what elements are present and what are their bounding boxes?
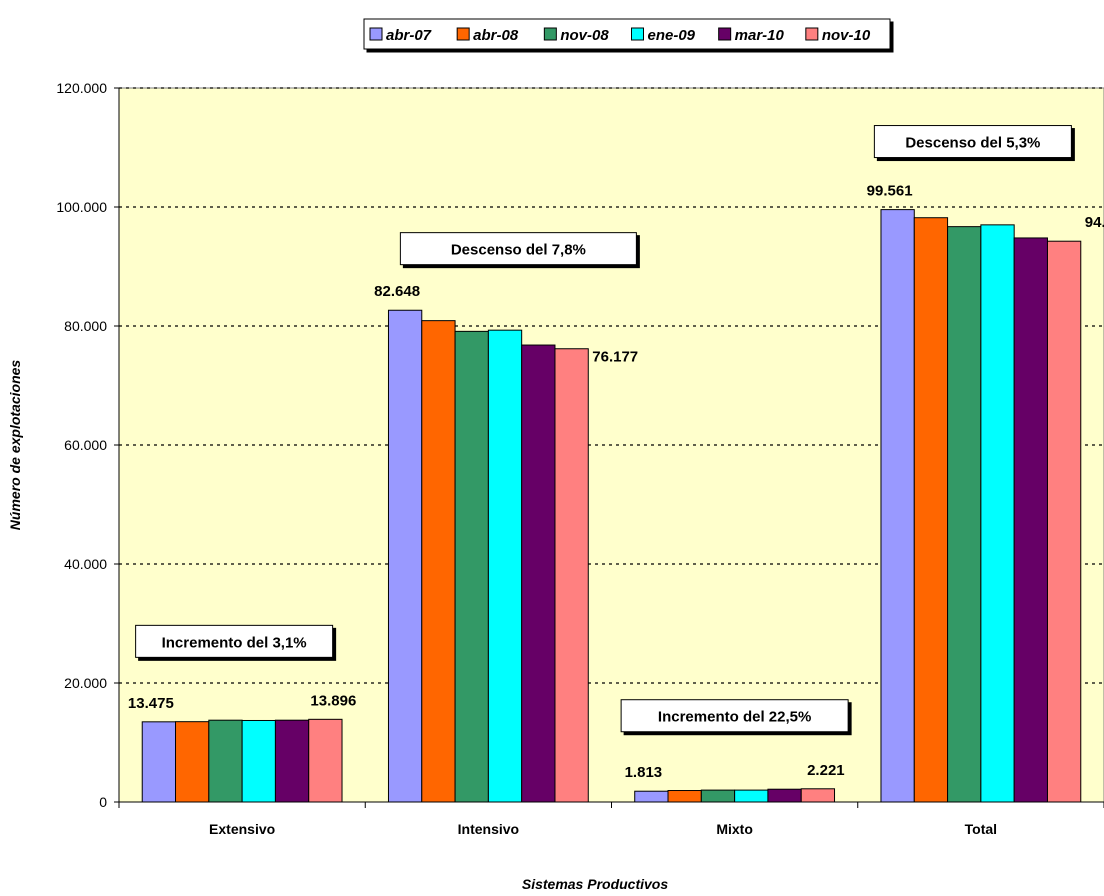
annotation-frame xyxy=(620,699,849,733)
legend-item-mar-10: mar-10 xyxy=(718,27,785,44)
bar-mar-10-intensivo xyxy=(521,344,556,803)
legend-frame xyxy=(363,18,891,50)
x-tick-label: Total xyxy=(965,821,997,837)
legend-label: nov-08 xyxy=(560,27,609,44)
y-tick-label: 40.000 xyxy=(64,556,107,572)
bar-ene-09-mixto xyxy=(734,789,769,803)
x-tick-label: Mixto xyxy=(716,821,753,837)
y-tick-label: 0 xyxy=(99,794,107,810)
legend-item-ene-09: ene-09 xyxy=(631,27,696,44)
data-label: 76.177 xyxy=(592,349,638,366)
y-tick-label: 100.000 xyxy=(56,199,107,215)
y-tick-label: 80.000 xyxy=(64,318,107,334)
annotation-text: Descenso del 5,3% xyxy=(905,135,1040,152)
y-tick-label: 20.000 xyxy=(64,675,107,691)
legend-label: nov-10 xyxy=(822,27,871,44)
data-label: 1.813 xyxy=(625,764,663,781)
annotation-text: Descenso del 7,8% xyxy=(451,242,586,259)
bar-abr-07-mixto xyxy=(634,790,669,803)
legend-swatch xyxy=(718,27,732,41)
bar-nov-08-total xyxy=(947,226,982,803)
x-tick-label: Extensivo xyxy=(209,821,275,837)
legend-item-nov-10: nov-10 xyxy=(805,27,871,44)
bar-ene-09-intensivo xyxy=(487,329,523,803)
data-label: 13.896 xyxy=(310,692,356,709)
bar-nov-10-total xyxy=(1046,240,1082,803)
legend-swatch xyxy=(631,27,644,41)
bar-nov-10-intensivo xyxy=(554,348,589,803)
y-axis: 0 20.000 40.000 60.000 80.000 100.000 120.000 xyxy=(56,80,120,810)
annotation-text: Incremento del 3,1% xyxy=(162,634,307,651)
annotation-box: Descenso del 5,3% xyxy=(873,125,1072,159)
y-tick-label: 60.000 xyxy=(64,437,107,453)
x-tick-label: Intensivo xyxy=(458,821,519,837)
annotation-frame xyxy=(873,125,1072,159)
legend-swatch xyxy=(543,27,557,41)
bar-mar-10-extensivo xyxy=(274,719,310,803)
legend-item-abr-07: abr-07 xyxy=(369,27,432,44)
bar-ene-09-total xyxy=(980,224,1015,803)
legend: abr-07 abr-08 nov-08 ene-09 mar-10 nov-10 xyxy=(363,18,891,50)
bar-abr-08-total xyxy=(913,217,949,803)
bar-abr-08-mixto xyxy=(667,790,702,803)
bar-mar-10-total xyxy=(1013,237,1048,803)
bar-abr-08-extensivo xyxy=(175,721,210,803)
annotation-box: Descenso del 7,8% xyxy=(399,232,637,266)
annotation-frame xyxy=(135,624,334,658)
data-label: 82.648 xyxy=(374,283,420,300)
bar-nov-08-intensivo xyxy=(454,330,489,803)
bar-nov-10-mixto xyxy=(800,788,836,803)
annotation-box: Incremento del 22,5% xyxy=(620,699,849,733)
legend-label: abr-07 xyxy=(386,27,432,44)
data-label: 13.475 xyxy=(128,695,174,712)
legend-swatch xyxy=(369,27,383,41)
bar-mar-10-mixto xyxy=(767,788,802,803)
bars xyxy=(141,209,1082,803)
bar-ene-09-extensivo xyxy=(241,719,276,803)
annotation-text: Incremento del 22,5% xyxy=(658,709,811,726)
legend-item-abr-08: abr-08 xyxy=(456,27,519,44)
legend-label: abr-08 xyxy=(473,27,519,44)
bar-nov-08-mixto xyxy=(700,789,736,803)
y-tick-label: 120.000 xyxy=(56,80,107,96)
data-label: 99.561 xyxy=(867,183,913,200)
x-axis: Extensivo Intensivo Mixto Total xyxy=(118,801,1104,837)
bar-abr-07-total xyxy=(880,209,915,803)
legend-swatch xyxy=(805,27,819,41)
legend-item-nov-08: nov-08 xyxy=(543,27,609,44)
data-label: 2.221 xyxy=(807,762,845,779)
bar-nov-10-extensivo xyxy=(308,718,343,803)
annotation-frame xyxy=(399,232,637,266)
data-labels: 13.475 13.896 82.648 76.177 1.813 2.221 99.561… xyxy=(128,183,1104,782)
data-label: 94.252 xyxy=(1085,214,1104,231)
y-axis-title: Número de explotaciones xyxy=(7,360,23,531)
annotations: Incremento del 3,1% Descenso del 7,8% Incr… xyxy=(135,125,1072,733)
legend-label: mar-10 xyxy=(735,27,785,44)
bar-nov-08-extensivo xyxy=(208,719,243,803)
bar-abr-08-intensivo xyxy=(421,320,456,803)
annotation-box: Incremento del 3,1% xyxy=(135,624,334,658)
bar-abr-07-intensivo xyxy=(387,309,423,803)
x-axis-title: Sistemas Productivos xyxy=(522,876,668,892)
legend-swatch xyxy=(456,27,470,41)
legend-label: ene-09 xyxy=(648,27,696,44)
bar-abr-07-extensivo xyxy=(141,721,177,803)
